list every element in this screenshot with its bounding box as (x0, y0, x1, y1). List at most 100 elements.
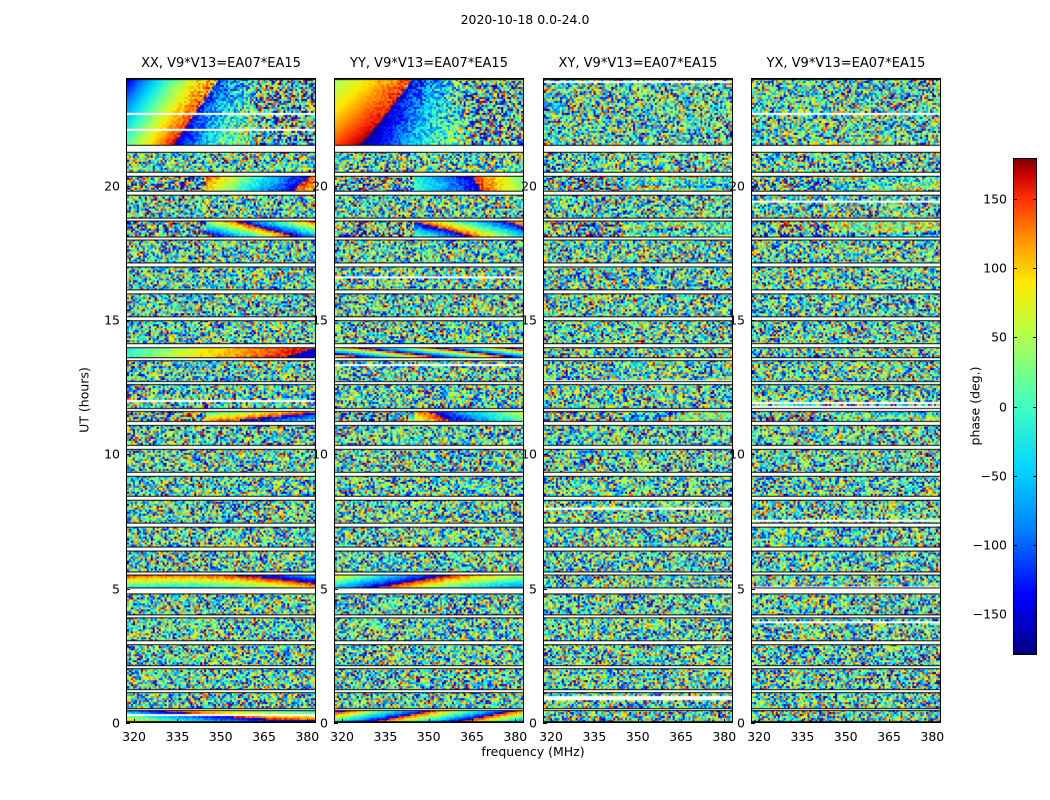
y-tick-label: 0 (737, 715, 745, 731)
waterfall-panel-xx[interactable] (126, 78, 316, 723)
x-tick-label: 365 (252, 729, 276, 744)
x-tick-label: 335 (373, 729, 398, 744)
colorbar-tick-label: 150 (983, 191, 1007, 207)
x-tick-label: 350 (833, 729, 858, 744)
x-tick-label: 350 (625, 729, 650, 744)
x-tickmark (802, 719, 804, 723)
x-tick-label: 365 (460, 729, 484, 744)
colorbar-gradient (1014, 159, 1036, 654)
x-tickmark (472, 719, 474, 723)
colorbar-tickmark (1013, 613, 1017, 615)
x-tickmark (177, 719, 179, 723)
x-tick-label: 380 (920, 729, 945, 744)
colorbar-tickmark (1013, 268, 1017, 270)
colorbar-tickmark (1033, 199, 1037, 201)
x-tickmark (637, 719, 639, 723)
x-tickmark (515, 719, 517, 723)
colorbar-tickmark (1033, 406, 1037, 408)
x-tick-label: 365 (877, 729, 901, 744)
y-tickmark (543, 319, 547, 321)
colorbar-tick-label: −100 (972, 537, 1007, 553)
y-tickmark (751, 454, 755, 456)
x-tickmark (385, 719, 387, 723)
colorbar-tickmark (1013, 475, 1017, 477)
y-tick-label: 0 (529, 715, 537, 731)
x-tickmark (264, 719, 266, 723)
x-tickmark (724, 719, 726, 723)
colorbar-tick-label: 100 (983, 260, 1007, 276)
y-tick-label: 5 (529, 581, 537, 597)
y-tickmark (334, 185, 338, 187)
y-tick-label: 20 (312, 178, 328, 193)
y-tickmark (126, 319, 130, 321)
x-tickmark (594, 719, 596, 723)
y-tick-label: 10 (104, 446, 120, 462)
x-tickmark (342, 719, 344, 723)
figure-suptitle: 2020-10-18 0.0-24.0 (460, 12, 590, 27)
y-tick-label: 20 (521, 178, 537, 193)
y-tick-label: 10 (521, 446, 537, 462)
x-tick-label: 335 (790, 729, 815, 744)
waterfall-image-xy (544, 79, 732, 722)
y-tickmark (126, 723, 130, 724)
y-tickmark (543, 185, 547, 187)
waterfall-panel-yx[interactable] (751, 78, 941, 723)
x-tickmark (759, 719, 761, 723)
x-axis-label: frequency (MHz) (481, 744, 585, 759)
colorbar-label: phase (deg.) (967, 366, 983, 446)
panel-title-xx: XX, V9*V13=EA07*EA15 (141, 56, 301, 71)
y-tick-label: 10 (312, 446, 328, 462)
x-tick-label: 320 (747, 729, 772, 744)
panel-title-yy: YY, V9*V13=EA07*EA15 (350, 56, 508, 71)
y-tick-label: 15 (521, 312, 537, 328)
x-tick-label: 320 (539, 729, 564, 744)
colorbar-tickmark (1013, 544, 1017, 546)
colorbar-tickmark (1013, 337, 1017, 339)
y-tick-label: 20 (104, 178, 120, 193)
y-tick-label: 15 (312, 312, 328, 328)
x-tickmark (932, 719, 934, 723)
x-tickmark (681, 719, 683, 723)
x-tickmark (889, 719, 891, 723)
x-tickmark (134, 719, 136, 723)
colorbar-tick-label: 0 (999, 399, 1007, 414)
y-tick-label: 20 (729, 178, 745, 193)
waterfall-panel-yy[interactable] (334, 78, 524, 723)
y-tickmark (751, 185, 755, 187)
y-tick-label: 15 (104, 312, 120, 328)
waterfall-image-yx (752, 79, 940, 722)
waterfall-panel-xy[interactable] (543, 78, 733, 723)
colorbar-tickmark (1033, 337, 1037, 339)
y-tickmark (126, 454, 130, 456)
y-tickmark (126, 185, 130, 187)
y-tickmark (751, 723, 755, 724)
y-tickmark (334, 454, 338, 456)
x-tick-label: 350 (416, 729, 441, 744)
x-tickmark (845, 719, 847, 723)
y-tick-label: 5 (320, 581, 328, 597)
y-tick-label: 0 (320, 715, 328, 731)
y-tickmark (126, 588, 130, 590)
x-tick-label: 380 (295, 729, 320, 744)
colorbar-tickmark (1013, 406, 1017, 408)
panel-title-yx: YX, V9*V13=EA07*EA15 (766, 56, 926, 71)
colorbar-tickmark (1033, 475, 1037, 477)
y-tickmark (334, 319, 338, 321)
x-tick-label: 320 (330, 729, 355, 744)
x-tickmark (551, 719, 553, 723)
colorbar-tick-label: 50 (991, 329, 1007, 345)
colorbar-tick-label: −150 (972, 606, 1007, 622)
x-tick-label: 380 (503, 729, 528, 744)
colorbar-tickmark (1033, 268, 1037, 270)
panel-title-xy: XY, V9*V13=EA07*EA15 (558, 56, 718, 71)
y-tickmark (751, 588, 755, 590)
y-tick-label: 10 (729, 446, 745, 462)
y-tickmark (334, 588, 338, 590)
y-tick-label: 5 (737, 581, 745, 597)
y-tickmark (543, 723, 547, 724)
colorbar-tickmark (1033, 613, 1037, 615)
x-tick-label: 320 (122, 729, 147, 744)
y-tickmark (751, 319, 755, 321)
y-tickmark (334, 723, 338, 724)
